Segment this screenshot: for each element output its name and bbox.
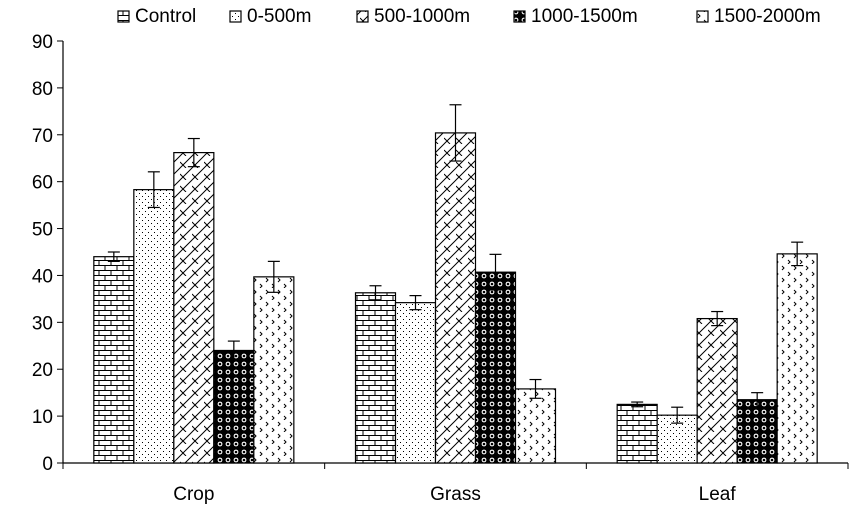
error-bar <box>631 401 644 408</box>
error-bar <box>791 241 804 267</box>
error-bar <box>529 378 542 399</box>
x-tick-label: Crop <box>173 484 214 505</box>
bar-1500-2000m-Crop <box>253 276 295 464</box>
error-bar <box>671 406 684 424</box>
y-tick-label: 60 <box>32 173 53 194</box>
legend-label: 0-500m <box>247 6 311 27</box>
error-bar <box>711 310 724 327</box>
bar-0-500m-Grass <box>394 302 437 464</box>
legend-label: 1500-2000m <box>714 6 821 27</box>
legend-label: Control <box>135 6 196 27</box>
bar-Control-Crop <box>93 256 135 464</box>
bar-1000-1500m-Grass <box>474 271 517 464</box>
x-tick-label: Leaf <box>699 484 737 505</box>
error-bar <box>409 295 422 311</box>
error-bar <box>267 260 280 293</box>
legend-swatch <box>229 10 242 23</box>
error-bar <box>227 340 240 361</box>
legend-item: 1500-2000m <box>696 6 821 27</box>
bar-500-1000m-Grass <box>434 132 477 464</box>
y-tick-label: 70 <box>32 126 53 147</box>
y-tick-label: 20 <box>32 360 53 381</box>
bar-500-1000m-Leaf <box>696 317 738 464</box>
bars <box>93 132 818 464</box>
y-tick-label: 90 <box>32 32 53 53</box>
x-tick-label: Grass <box>430 484 481 505</box>
legend-swatch <box>117 10 130 23</box>
bar-500-1000m-Crop <box>173 151 215 464</box>
y-tick-label: 10 <box>32 407 53 428</box>
bar-1000-1500m-Crop <box>213 349 255 464</box>
y-tick-label: 80 <box>32 79 53 100</box>
legend-swatch <box>513 10 526 23</box>
bar-Control-Leaf <box>616 403 658 464</box>
error-bar <box>107 251 120 262</box>
legend-item: 0-500m <box>229 6 311 27</box>
error-bars <box>107 104 804 424</box>
y-tick-label: 50 <box>32 220 53 241</box>
bar-1500-2000m-Grass <box>514 388 557 464</box>
error-bar <box>369 285 382 301</box>
error-bar <box>489 253 502 291</box>
y-tick-label: 30 <box>32 313 53 334</box>
axes: 0 10 20 30 40 50 60 70 80 90 Crop Grass Leaf <box>32 32 849 505</box>
error-bar <box>751 392 764 408</box>
error-bar <box>187 137 200 168</box>
legend: Control 0-500m 500-1000m 1000-1500m 1500-200… <box>117 6 821 27</box>
legend-item: 1000-1500m <box>513 6 638 27</box>
bar-1500-2000m-Leaf <box>776 253 818 464</box>
y-tick-label: 0 <box>42 454 53 475</box>
legend-label: 1000-1500m <box>531 6 638 27</box>
legend-item: Control <box>117 6 196 27</box>
error-bar <box>147 171 160 209</box>
legend-swatch <box>356 10 369 23</box>
legend-label: 500-1000m <box>374 6 470 27</box>
bar-1000-1500m-Leaf <box>736 399 778 464</box>
bar-0-500m-Crop <box>133 189 175 464</box>
bar-Control-Grass <box>354 292 397 464</box>
legend-item: 500-1000m <box>356 6 470 27</box>
legend-swatch <box>696 10 709 23</box>
y-tick-label: 40 <box>32 266 53 287</box>
error-bar <box>449 104 462 162</box>
